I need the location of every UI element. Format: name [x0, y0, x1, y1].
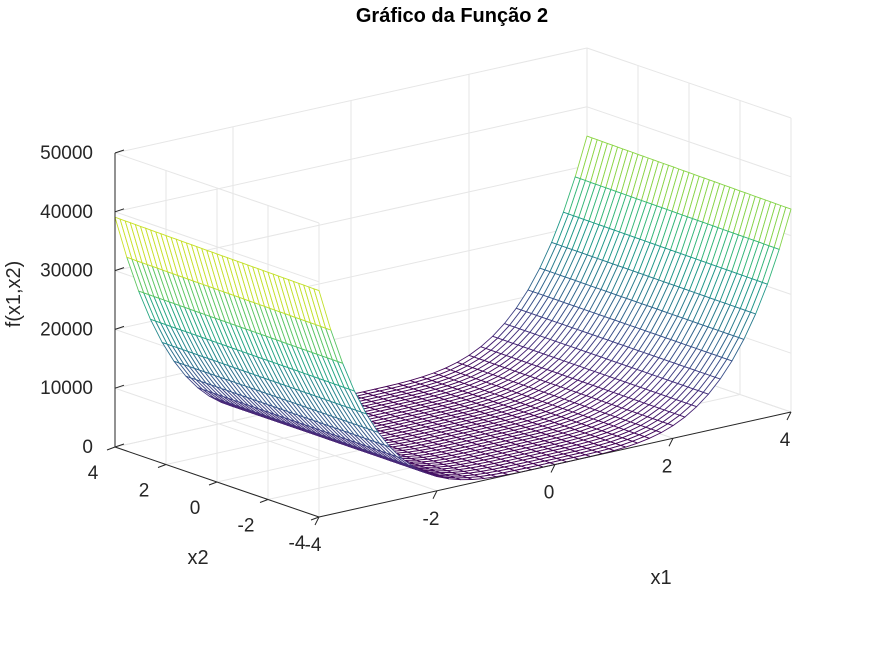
chart-title: Gráfico da Função 2 [356, 5, 548, 27]
z-tick-mark [114, 443, 125, 448]
x2-tick-label: -2 [238, 516, 255, 537]
x1-tick-mark [432, 490, 438, 499]
z-tick-label: 30000 [40, 261, 93, 282]
x1-tick-mark [314, 516, 320, 526]
surface-mesh [114, 135, 792, 481]
x2-axis-label: x2 [187, 547, 208, 569]
z-tick-label: 20000 [40, 319, 93, 340]
x2-tick-mark [208, 481, 218, 486]
x2-tick-label: -4 [289, 533, 306, 554]
wall-grid-line [114, 106, 588, 213]
wall-grid-line [586, 47, 792, 119]
x2-tick-label: 0 [190, 498, 201, 519]
z-axis-label: f(x1,x2) [3, 261, 25, 328]
z-tick-mark [114, 149, 125, 154]
x1-axis-label: x1 [650, 567, 671, 589]
x2-tick-mark [106, 446, 116, 451]
x2-tick-label: 4 [88, 463, 99, 484]
x1-tick-label: 2 [662, 456, 673, 477]
x1-tick-mark [786, 411, 792, 421]
z-tick-label: 10000 [40, 378, 93, 399]
wall-grid-line [114, 47, 588, 154]
x2-tick-mark [259, 499, 269, 503]
surface-patch [313, 288, 332, 331]
z-tick-label: 50000 [40, 143, 93, 164]
x1-tick-label: 4 [780, 430, 791, 451]
x1-tick-label: -2 [423, 509, 440, 530]
tick-labels: -4 -2 0 2 4 -4 -2 0 2 4 0 10000 20000 30000 40000 50000 [40, 143, 792, 556]
x1-tick-label: 0 [544, 483, 555, 504]
z-tick-mark [114, 208, 125, 213]
x2-tick-mark [310, 516, 320, 521]
x1-tick-mark [550, 464, 556, 473]
z-tick-label: 0 [82, 437, 93, 458]
wall-grid-line [586, 106, 792, 178]
z-tick-mark [114, 384, 125, 389]
z-tick-mark [114, 325, 125, 330]
x2-tick-label: 2 [139, 481, 150, 502]
x1-tick-label: -4 [305, 535, 322, 556]
x1-tick-mark [668, 438, 674, 447]
z-tick-label: 40000 [40, 202, 93, 223]
x2-tick-mark [157, 464, 167, 468]
z-tick-mark [114, 267, 125, 272]
